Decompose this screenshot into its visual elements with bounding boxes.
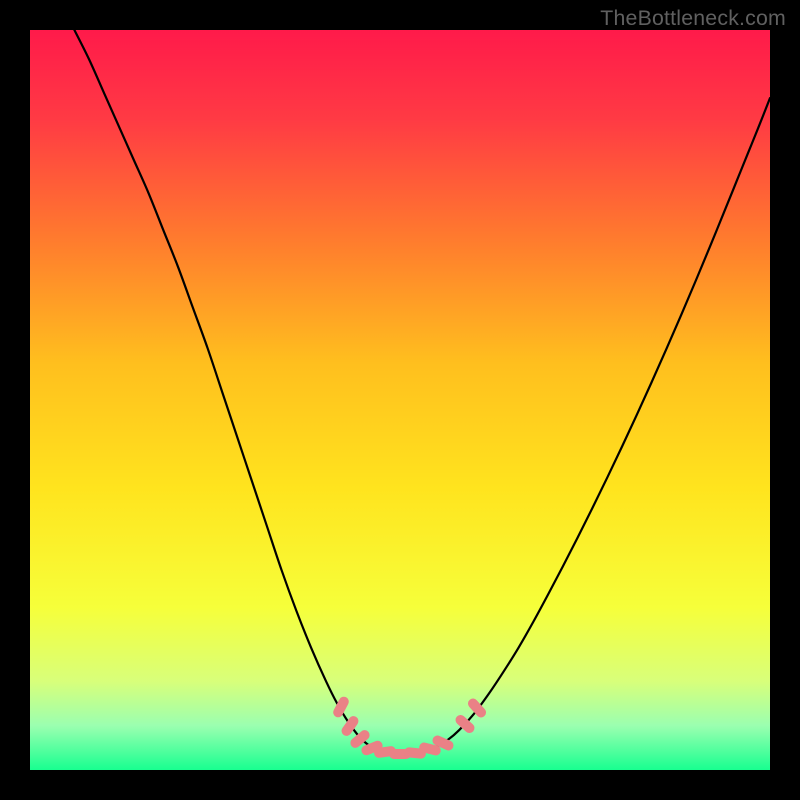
flat-band-dash [454, 713, 477, 735]
plot-area [30, 30, 770, 770]
flat-band-dash [466, 696, 488, 719]
flat-band-dashes [30, 30, 770, 770]
chart-stage: TheBottleneck.com [0, 0, 800, 800]
watermark-text: TheBottleneck.com [600, 6, 786, 31]
flat-band-dash [331, 695, 350, 719]
